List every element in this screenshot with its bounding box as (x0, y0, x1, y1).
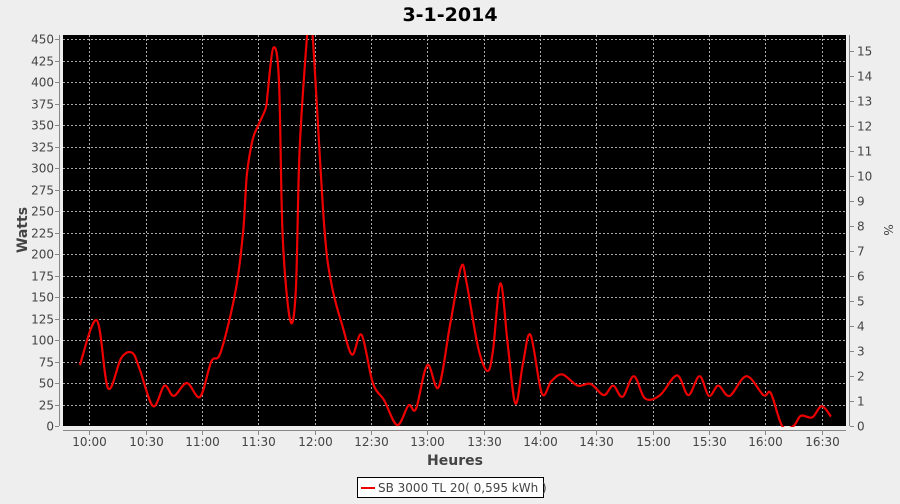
x-tick-label: 13:30 (467, 435, 502, 449)
x-tick-label: 10:30 (129, 435, 164, 449)
x-tick-label: 10:00 (72, 435, 107, 449)
y-tick-label: 175 (31, 270, 54, 284)
legend: SB 3000 TL 20( 0,595 kWh ) (358, 478, 547, 498)
y-right-tick-label: 14 (857, 70, 872, 84)
x-tick-label: 13:00 (410, 435, 445, 449)
y-tick-label: 100 (31, 334, 54, 348)
x-tick-label: 11:00 (185, 435, 220, 449)
y-right-tick-label: 7 (857, 245, 865, 259)
x-tick-label: 11:30 (241, 435, 276, 449)
y-right-tick-label: 10 (857, 170, 872, 184)
y-axis-right-label: % (881, 224, 895, 235)
y-right-tick-label: 5 (857, 295, 865, 309)
x-axis-label: Heures (427, 453, 483, 469)
y-tick-label: 450 (31, 33, 54, 47)
y-right-tick-label: 12 (857, 120, 872, 134)
y-right-tick-label: 4 (857, 320, 865, 334)
y-tick-label: 200 (31, 248, 54, 262)
x-tick-label: 16:00 (748, 435, 783, 449)
y-right-tick-label: 1 (857, 395, 865, 409)
y-tick-label: 150 (31, 291, 54, 305)
y-right-tick-label: 6 (857, 270, 865, 284)
y-right-tick-label: 15 (857, 45, 872, 59)
y-tick-label: 350 (31, 119, 54, 133)
y-tick-label: 50 (39, 377, 54, 391)
y-tick-label: 325 (31, 141, 54, 155)
y-ticks-left: 0 25 50 75 100 125 150 175 200 225 250 275 300 325 350… (31, 33, 59, 434)
y-tick-label: 125 (31, 313, 54, 327)
plot-area (63, 35, 846, 426)
x-tick-label: 15:00 (636, 435, 671, 449)
x-ticks: 10:00 10:30 11:00 11:30 12:00 12:30 13:00 13:30… (72, 431, 840, 449)
x-tick-label: 14:30 (579, 435, 614, 449)
chart-title: 3-1-2014 (402, 4, 497, 26)
y-tick-label: 250 (31, 205, 54, 219)
y-right-tick-label: 8 (857, 220, 865, 234)
y-tick-label: 375 (31, 98, 54, 112)
y-right-tick-label: 0 (857, 420, 865, 434)
y-tick-label: 225 (31, 227, 54, 241)
y-tick-label: 400 (31, 76, 54, 90)
y-tick-label: 275 (31, 184, 54, 198)
y-right-tick-label: 9 (857, 195, 865, 209)
x-tick-label: 15:30 (692, 435, 727, 449)
y-tick-label: 300 (31, 162, 54, 176)
x-tick-label: 14:00 (523, 435, 558, 449)
y-tick-label: 425 (31, 55, 54, 69)
legend-label: SB 3000 TL 20( 0,595 kWh ) (378, 481, 547, 495)
y-right-tick-label: 2 (857, 370, 865, 384)
y-right-tick-label: 11 (857, 145, 872, 159)
y-axis-label: Watts (15, 207, 31, 253)
y-tick-label: 25 (39, 399, 54, 413)
y-tick-label: 0 (46, 420, 54, 434)
x-tick-label: 12:00 (298, 435, 333, 449)
x-tick-label: 16:30 (805, 435, 840, 449)
y-right-tick-label: 13 (857, 95, 872, 109)
y-right-tick-label: 3 (857, 345, 865, 359)
x-tick-label: 12:30 (354, 435, 389, 449)
y-tick-label: 75 (39, 356, 54, 370)
